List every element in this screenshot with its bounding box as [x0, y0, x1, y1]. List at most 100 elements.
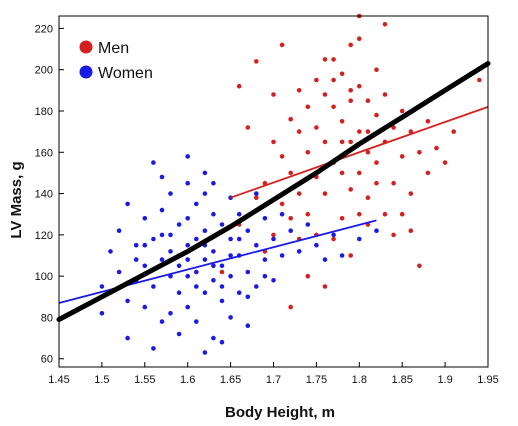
data-point-women: [125, 298, 130, 304]
data-point-men: [305, 104, 311, 110]
data-point-women: [228, 236, 233, 242]
y-axis-title: LV Mass, g: [8, 161, 25, 238]
data-point-women: [159, 257, 165, 262]
data-point-men: [271, 139, 276, 145]
data-point-men: [391, 125, 396, 130]
data-point-women: [245, 269, 251, 275]
data-point-men: [331, 77, 336, 83]
data-point-women: [159, 232, 165, 238]
data-point-men: [365, 195, 371, 200]
x-tick-label: 1.55: [134, 374, 155, 386]
data-point-men: [322, 139, 328, 145]
data-point-women: [116, 228, 122, 233]
data-point-men: [296, 88, 302, 93]
data-point-women: [211, 278, 216, 283]
data-point-women: [219, 339, 225, 345]
data-point-women: [142, 216, 148, 221]
data-point-men: [348, 253, 354, 258]
data-point-women: [219, 284, 225, 289]
data-point-women: [185, 304, 190, 310]
data-point-women: [194, 269, 199, 275]
data-point-men: [339, 216, 345, 221]
regression-line-men: [230, 105, 489, 199]
data-point-women: [202, 191, 208, 196]
data-point-women: [374, 228, 379, 233]
data-point-women: [314, 242, 319, 248]
data-point-men: [296, 191, 302, 196]
data-point-women: [133, 242, 139, 248]
data-point-men: [374, 160, 379, 165]
data-point-women: [176, 263, 182, 269]
data-point-men: [365, 98, 371, 103]
data-point-men: [417, 150, 422, 155]
data-point-women: [185, 273, 190, 279]
lines-layer: [56, 61, 491, 322]
overall-fit-curve: [56, 61, 491, 322]
data-point-men: [357, 170, 362, 176]
x-tick-label: 1.5: [94, 374, 109, 386]
data-point-women: [211, 263, 216, 269]
data-point-women: [176, 290, 182, 296]
y-tick-label: 100: [35, 271, 53, 283]
data-point-men: [374, 180, 379, 186]
data-point-men: [357, 36, 362, 41]
data-point-women: [159, 174, 165, 180]
data-point-women: [99, 311, 105, 316]
data-point-women: [168, 249, 173, 254]
data-point-women: [194, 236, 199, 242]
y-tick-label: 80: [41, 312, 53, 324]
data-point-women: [271, 278, 276, 283]
data-point-men: [477, 77, 482, 83]
data-point-women: [219, 298, 225, 304]
data-point-women: [296, 249, 302, 254]
data-point-women: [133, 257, 139, 262]
data-point-women: [202, 170, 208, 176]
data-point-women: [211, 335, 216, 341]
data-point-men: [348, 187, 354, 192]
data-point-women: [142, 242, 148, 248]
data-point-men: [331, 236, 336, 242]
data-point-women: [253, 191, 259, 196]
data-point-women: [159, 319, 165, 324]
x-tick-label: 1.8: [352, 374, 367, 386]
data-point-men: [288, 116, 294, 122]
data-point-women: [236, 236, 242, 242]
data-point-women: [279, 211, 285, 217]
data-point-women: [202, 228, 208, 233]
legend-marker-women: [79, 65, 93, 79]
data-point-men: [339, 119, 345, 124]
data-point-men: [442, 160, 448, 165]
data-point-men: [399, 108, 405, 114]
data-point-women: [219, 263, 225, 269]
data-point-women: [211, 180, 216, 186]
data-point-women: [228, 253, 233, 258]
data-point-women: [279, 253, 285, 258]
data-point-men: [322, 284, 328, 289]
data-point-women: [151, 236, 156, 242]
data-point-men: [219, 269, 225, 275]
data-point-men: [408, 228, 414, 233]
data-point-women: [168, 232, 173, 238]
data-point-men: [408, 191, 414, 196]
data-point-women: [108, 249, 113, 254]
data-point-men: [271, 232, 276, 238]
x-tick-label: 1.6: [180, 374, 195, 386]
data-point-women: [168, 191, 173, 196]
data-point-men: [374, 112, 379, 118]
data-point-women: [142, 263, 148, 269]
x-tick-label: 1.7: [266, 374, 281, 386]
data-point-women: [185, 180, 190, 186]
data-point-men: [399, 154, 405, 159]
legend-label-women: Women: [98, 65, 153, 82]
legend-marker-men: [79, 40, 93, 54]
data-point-men: [305, 150, 311, 155]
data-point-men: [357, 129, 362, 134]
data-point-men: [348, 98, 354, 103]
data-point-men: [451, 129, 457, 134]
data-point-women: [211, 249, 216, 254]
data-point-men: [382, 92, 388, 97]
data-point-women: [125, 201, 130, 207]
data-point-women: [125, 335, 130, 341]
data-point-men: [305, 273, 311, 279]
